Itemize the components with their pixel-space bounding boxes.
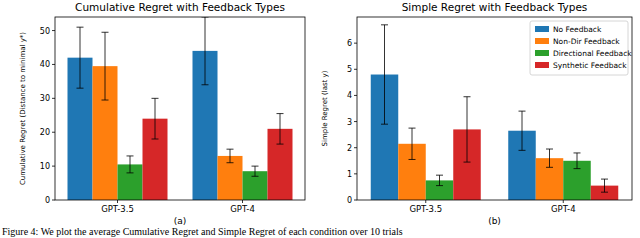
y-tick [52,30,55,31]
error-bar [409,128,416,159]
y-tick [354,200,357,201]
x-tick-label: GPT-3.5 [409,204,442,214]
y-tick-label: 40 [40,60,50,69]
title: Cumulative Regret with Feedback Types [75,1,285,13]
x-tick [242,200,243,203]
error-bar [127,156,134,173]
legend-label: Non-Dir Feedback [553,37,620,46]
caption: Figure 4: We plot the average Cumulative… [2,226,403,237]
y-tick-label: 0 [347,196,352,205]
bar [218,156,243,200]
y-tick-label: 1 [347,170,352,179]
error-bar [277,114,284,144]
y-tick-label: 10 [40,162,50,171]
title: Simple Regret with Feedback Types [402,1,588,13]
y-tick [52,132,55,133]
error-bar [546,149,553,167]
bars [68,17,293,200]
error-bar [519,111,526,150]
legend-label: Directional Feedback [553,49,632,58]
legend-swatch [535,38,549,44]
plot-frame [55,17,305,200]
x-tick-label: GPT-3.5 [101,204,134,214]
y-tick-label: 4 [347,91,352,100]
y-tick [52,64,55,65]
y-tick [52,200,55,201]
y-tick [354,173,357,174]
x-tick [117,200,118,203]
error-bar [77,27,84,88]
y-tick-label: 6 [347,39,352,48]
error-bar [381,25,388,124]
error-bar [202,17,209,85]
x-tick [425,200,426,203]
y-tick-label: 5 [347,65,352,74]
y-tick-label: 0 [45,196,50,205]
x-tick-label: GPT-4 [551,204,576,214]
panel-label: (b) [488,216,501,226]
error-bar [102,32,109,100]
legend: No Feedback Non-Dir Feedback Directional F… [530,21,632,75]
y-tick [354,95,357,96]
error-bar [601,179,608,192]
y-tick [354,69,357,70]
error-bar [252,166,259,176]
y-tick [354,147,357,148]
error-bar [464,97,471,162]
y-tick-label: 50 [40,27,50,36]
legend-label: No Feedback [553,25,602,34]
error-bar [152,98,159,139]
figure: Cumulative Regret with Feedback Types Cum… [0,0,640,238]
y-tick [52,98,55,99]
error-bar [574,153,581,169]
panel-label: (a) [174,216,187,226]
legend-label: Synthetic Feedback [553,61,627,70]
chart: Simple Regret with Feedback Types Simple … [321,1,632,226]
error-bar [227,149,234,163]
legend-swatch [535,50,549,56]
plot-frame [357,17,632,200]
chart: Cumulative Regret with Feedback Types Cum… [19,1,305,226]
legend-swatch [535,26,549,32]
y-axis-label: Simple Regret (last y) [321,70,329,146]
error-bar [436,175,443,185]
y-tick [354,43,357,44]
y-tick-label: 2 [347,144,352,153]
y-axis-label: Cumulative Regret (Distance to minimal y… [19,32,27,185]
y-tick [354,121,357,122]
x-tick [563,200,564,203]
legend-swatch [535,62,549,68]
y-tick-label: 30 [40,94,50,103]
x-tick-label: GPT-4 [230,204,255,214]
y-tick-label: 3 [347,118,352,127]
y-tick-label: 20 [40,128,50,137]
y-tick [52,166,55,167]
